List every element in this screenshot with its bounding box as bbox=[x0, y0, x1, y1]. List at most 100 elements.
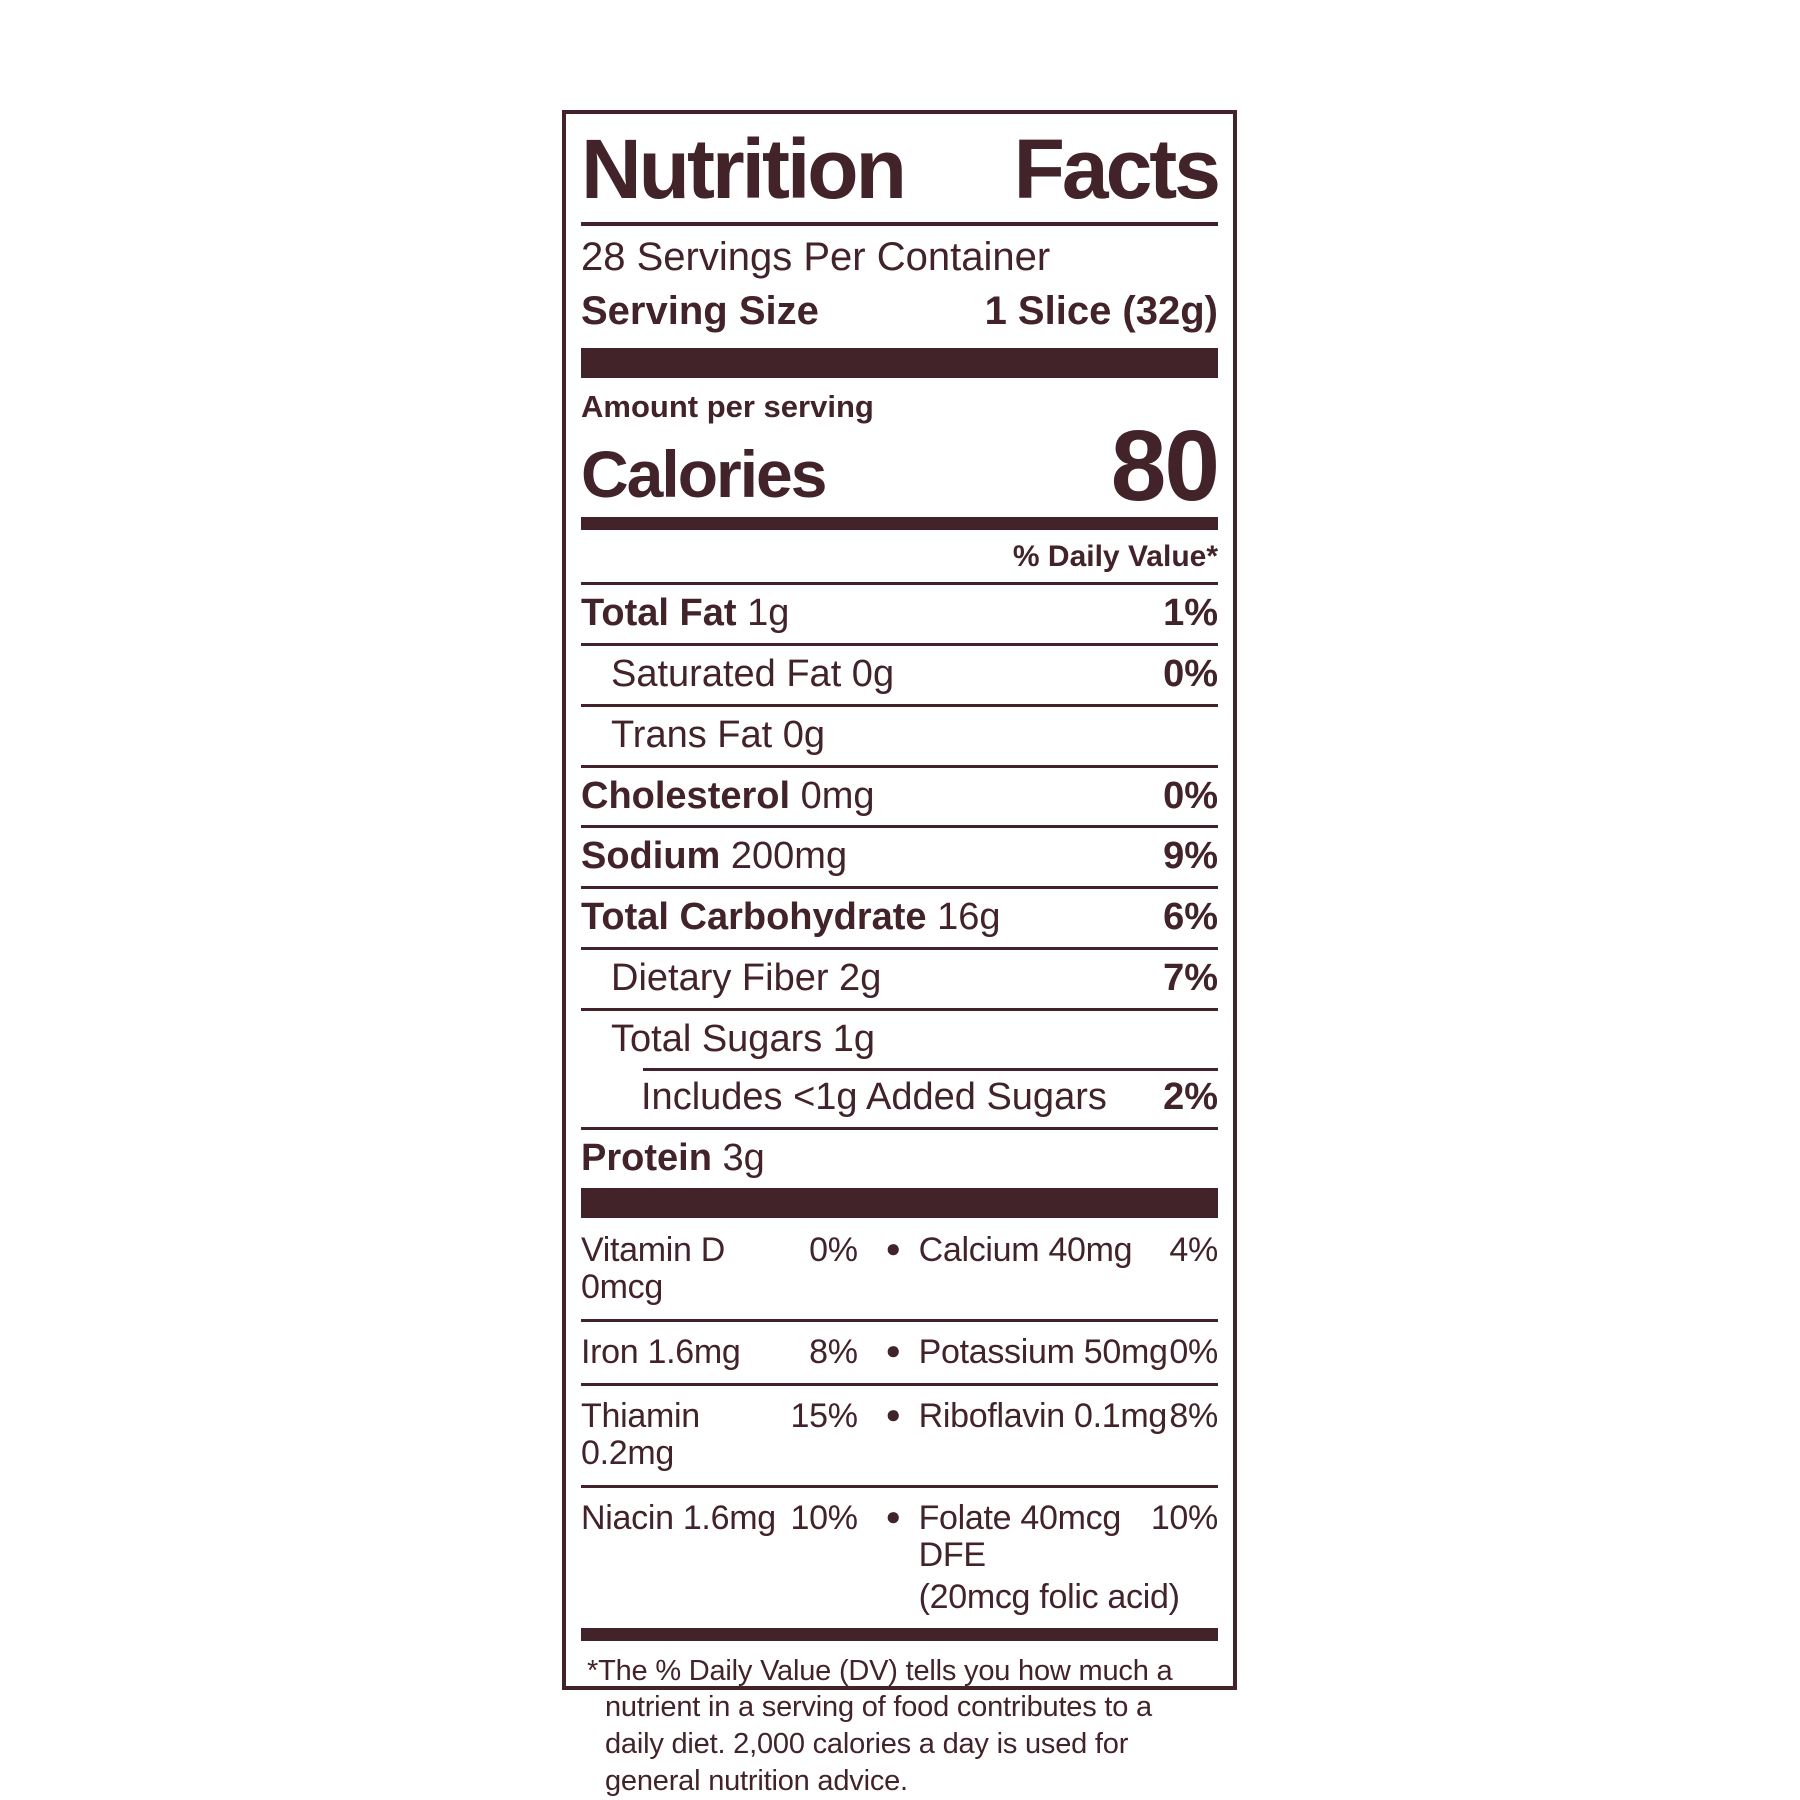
title-word-nutrition: Nutrition bbox=[581, 122, 907, 216]
micronutrient-right: Calcium 40mg 4% bbox=[918, 1230, 1219, 1269]
micronutrient-right: Riboflavin 0.1mg 8% bbox=[918, 1396, 1219, 1435]
nutrient-name: Dietary Fiber bbox=[611, 957, 829, 1000]
micronutrient-right-name: Potassium 50mg bbox=[918, 1332, 1168, 1371]
servings-per-container: 28 Servings Per Container bbox=[581, 234, 1051, 279]
micronutrient-row: Thiamin 0.2mg 15% ● Riboflavin 0.1mg 8% bbox=[581, 1382, 1219, 1485]
micronutrient-left-dv: 10% bbox=[790, 1498, 858, 1537]
nutrient-row: Sodium 200mg 9% bbox=[581, 825, 1218, 886]
divider-bar-top bbox=[581, 347, 1218, 378]
micronutrient-right: Potassium 50mg 0% bbox=[918, 1332, 1219, 1371]
divider-bar-calories bbox=[581, 516, 1218, 530]
bullet-separator-icon: ● bbox=[885, 1232, 901, 1263]
nutrient-row: Cholesterol 0mg 0% bbox=[581, 764, 1218, 826]
nutrient-daily-value: 1% bbox=[1163, 591, 1218, 634]
nutrient-text: Cholesterol 0mg bbox=[581, 774, 875, 817]
nutrient-amount: 0g bbox=[772, 713, 826, 756]
micronutrient-left: Niacin 1.6mg 10% bbox=[581, 1498, 868, 1537]
micronutrient-left: Iron 1.6mg 8% bbox=[581, 1332, 868, 1371]
nutrient-name: Sodium bbox=[581, 835, 721, 878]
nutrient-name: Trans Fat bbox=[611, 713, 773, 756]
nutrient-amount: 1g bbox=[736, 591, 790, 634]
micronutrient-right-name: Folate 40mcg DFE bbox=[918, 1498, 1122, 1575]
nutrient-name: Total Fat bbox=[581, 591, 737, 634]
micronutrient-right-name: Riboflavin 0.1mg bbox=[918, 1396, 1168, 1435]
daily-value-header: % Daily Value* bbox=[1012, 539, 1218, 573]
nutrient-daily-value: 9% bbox=[1163, 835, 1218, 878]
nutrient-name: Total Carbohydrate bbox=[581, 896, 927, 939]
nutrient-text: Total Sugars 1g bbox=[581, 1018, 876, 1061]
nutrition-facts-label: Nutrition Facts 28 Servings Per Containe… bbox=[562, 110, 1237, 1797]
nutrient-name: Includes <1g Added Sugars bbox=[641, 1076, 1107, 1119]
micronutrient-left-name: Vitamin D 0mcg bbox=[581, 1230, 726, 1307]
micronutrient-left-name: Iron 1.6mg bbox=[581, 1332, 741, 1371]
nutrient-name: Cholesterol bbox=[581, 774, 791, 817]
nutrient-daily-value: 0% bbox=[1163, 774, 1218, 817]
micronutrient-right: Folate 40mcg DFE 10% (20mcg folic acid) bbox=[918, 1498, 1219, 1616]
nutrient-name: Saturated Fat bbox=[611, 652, 842, 695]
nutrient-row: Saturated Fat 0g 0% bbox=[581, 642, 1218, 704]
nutrient-amount: 3g bbox=[711, 1136, 765, 1179]
micronutrient-right-dv: 10% bbox=[1150, 1498, 1218, 1537]
nutrient-name: Total Sugars bbox=[611, 1018, 823, 1061]
nutrient-amount: 1g bbox=[822, 1018, 876, 1061]
nutrient-name: Protein bbox=[581, 1136, 712, 1179]
nutrient-text: Dietary Fiber 2g bbox=[581, 957, 882, 1000]
micronutrient-right-line: Potassium 50mg 0% bbox=[918, 1332, 1219, 1371]
nutrient-row: Total Sugars 1g bbox=[581, 1008, 1218, 1069]
micronutrient-right-dv: 0% bbox=[1169, 1332, 1218, 1371]
micronutrient-left: Thiamin 0.2mg 15% bbox=[581, 1396, 868, 1473]
bullet-separator-icon: ● bbox=[885, 1500, 901, 1531]
nutrient-row: Includes <1g Added Sugars 2% bbox=[581, 1068, 1218, 1127]
micronutrient-right-name: Calcium 40mg bbox=[918, 1230, 1133, 1269]
calories-row: Calories 80 bbox=[581, 409, 1220, 522]
nutrient-text: Trans Fat 0g bbox=[581, 713, 826, 756]
bullet-separator-icon: ● bbox=[885, 1398, 901, 1429]
title-word-facts: Facts bbox=[1013, 122, 1221, 216]
nutrient-daily-value: 2% bbox=[1163, 1076, 1218, 1119]
label-title: Nutrition Facts bbox=[581, 122, 1221, 226]
nutrient-text: Includes <1g Added Sugars bbox=[581, 1076, 1107, 1119]
nutrient-daily-value: 0% bbox=[1163, 652, 1218, 695]
serving-size-label: Serving Size bbox=[581, 288, 819, 333]
nutrient-daily-value: 7% bbox=[1163, 957, 1218, 1000]
serving-size-value: 1 Slice (32g) bbox=[984, 288, 1218, 333]
nutrient-amount: 0mg bbox=[790, 774, 875, 817]
nutrient-text: Total Carbohydrate 16g bbox=[581, 896, 1001, 939]
serving-size-row: Serving Size 1 Slice (32g) bbox=[581, 288, 1218, 334]
nutrient-amount: 16g bbox=[926, 896, 1001, 939]
nutrient-row: Total Fat 1g 1% bbox=[581, 581, 1218, 643]
micronutrient-left-dv: 15% bbox=[790, 1396, 858, 1435]
nutrient-amount: 0g bbox=[841, 652, 895, 695]
nutrient-amount: 200mg bbox=[720, 835, 848, 878]
micronutrient-right-dv: 8% bbox=[1169, 1396, 1218, 1435]
micronutrient-row: Vitamin D 0mcg 0% ● Calcium 40mg 4% bbox=[581, 1220, 1218, 1319]
nutrient-row: Dietary Fiber 2g 7% bbox=[581, 947, 1218, 1008]
nutrient-row: Protein 3g bbox=[581, 1126, 1218, 1188]
micronutrient-left-dv: 8% bbox=[809, 1332, 858, 1371]
nutrient-text: Total Fat 1g bbox=[581, 591, 790, 634]
micronutrient-row: Niacin 1.6mg 10% ● Folate 40mcg DFE 10% (20mc… bbox=[581, 1484, 1219, 1628]
micronutrient-row: Iron 1.6mg 8% ● Potassium 50mg 0% bbox=[581, 1318, 1219, 1383]
micronutrient-left-dv: 0% bbox=[809, 1230, 858, 1269]
micronutrient-left-name: Thiamin 0.2mg bbox=[581, 1396, 700, 1473]
nutrient-row: Trans Fat 0g bbox=[581, 703, 1218, 765]
micronutrient-right-line: Riboflavin 0.1mg 8% bbox=[918, 1396, 1219, 1435]
amount-per-serving-label: Amount per serving bbox=[581, 388, 874, 424]
micronutrient-right-line: Folate 40mcg DFE 10% bbox=[918, 1498, 1219, 1575]
micronutrient-left-name: Niacin 1.6mg bbox=[581, 1498, 776, 1537]
nutrient-amount: 2g bbox=[828, 957, 882, 1000]
micronutrient-right-note: (20mcg folic acid) bbox=[918, 1577, 1180, 1616]
micronutrient-rows: Vitamin D 0mcg 0% ● Calcium 40mg 4% Iron 1.6m… bbox=[581, 1220, 1218, 1628]
micronutrient-right-line: Calcium 40mg 4% bbox=[918, 1230, 1219, 1269]
nutrient-daily-value: 6% bbox=[1163, 896, 1218, 939]
bullet-separator-icon: ● bbox=[885, 1334, 901, 1365]
nutrient-text: Protein 3g bbox=[581, 1136, 765, 1179]
divider-bar-footnote bbox=[581, 1627, 1218, 1641]
nutrient-row: Total Carbohydrate 16g 6% bbox=[581, 886, 1218, 947]
calories-label: Calories bbox=[581, 436, 827, 511]
micronutrient-left: Vitamin D 0mcg 0% bbox=[581, 1230, 868, 1307]
calories-value: 80 bbox=[1110, 409, 1220, 522]
nutrient-text: Saturated Fat 0g bbox=[581, 652, 895, 695]
divider-bar-protein bbox=[581, 1187, 1218, 1218]
